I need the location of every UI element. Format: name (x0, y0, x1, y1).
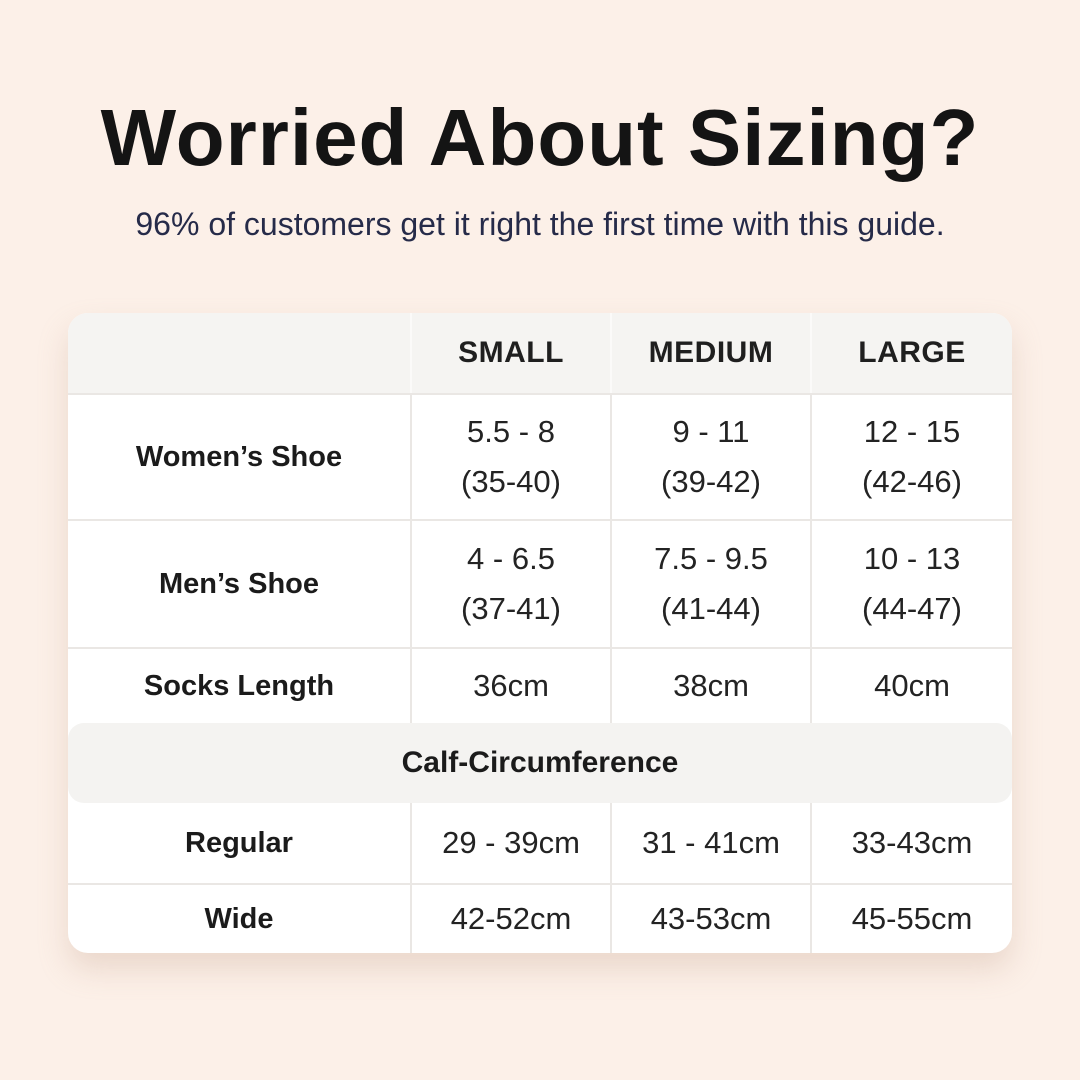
row-label-womens-shoe: Women’s Shoe (135, 440, 343, 473)
page-title: Worried About Sizing? (100, 93, 980, 182)
column-header-medium: MEDIUM (610, 313, 810, 393)
column-header-small: SMALL (410, 313, 610, 393)
table-row-wide: Wide 42-52cm 43-53cm 45-55cm (68, 883, 1012, 953)
cell-value-line: (44-47) (862, 591, 962, 626)
cell-value-line: (35-40) (461, 464, 561, 499)
cell-value-line: 40cm (874, 668, 950, 703)
cell-value-line: (42-46) (862, 464, 962, 499)
cell-mens-small: 4 - 6.5 (37-41) (410, 521, 610, 647)
cell-value-line: 43-53cm (650, 901, 772, 936)
page-subtitle: 96% of customers get it right the first … (135, 206, 945, 242)
cell-value-line: 10 - 13 (863, 541, 961, 576)
cell-value-line: 31 - 41cm (642, 825, 780, 860)
cell-socks-small: 36cm (410, 649, 610, 723)
cell-socks-medium: 38cm (610, 649, 810, 723)
cell-value-line: 29 - 39cm (442, 825, 580, 860)
header-empty-cell (68, 313, 410, 393)
table-row-womens-shoe: Women’s Shoe 5.5 - 8 (35-40) 9 - 11 (39-… (68, 393, 1012, 519)
row-label-regular: Regular (185, 826, 293, 859)
cell-mens-medium: 7.5 - 9.5 (41-44) (610, 521, 810, 647)
table-row-mens-shoe: Men’s Shoe 4 - 6.5 (37-41) 7.5 - 9.5 (41… (68, 519, 1012, 647)
section-header-calf-circumference: Calf-Circumference (68, 723, 1012, 803)
cell-value-line: (41-44) (661, 591, 761, 626)
size-table: SMALL MEDIUM LARGE Women’s Shoe 5.5 - 8 … (68, 313, 1012, 953)
cell-value-line: 4 - 6.5 (467, 541, 555, 576)
cell-value-line: 5.5 - 8 (467, 414, 555, 449)
cell-regular-medium: 31 - 41cm (610, 803, 810, 883)
cell-womens-small: 5.5 - 8 (35-40) (410, 395, 610, 519)
column-header-large: LARGE (810, 313, 1012, 393)
cell-womens-large: 12 - 15 (42-46) (810, 395, 1012, 519)
cell-womens-medium: 9 - 11 (39-42) (610, 395, 810, 519)
row-label-socks-length: Socks Length (143, 669, 335, 702)
cell-regular-small: 29 - 39cm (410, 803, 610, 883)
cell-wide-medium: 43-53cm (610, 885, 810, 953)
table-row-regular: Regular 29 - 39cm 31 - 41cm 33-43cm (68, 803, 1012, 883)
cell-value-line: (39-42) (661, 464, 761, 499)
cell-wide-large: 45-55cm (810, 885, 1012, 953)
cell-value-line: 33-43cm (851, 825, 973, 860)
cell-value-line: 7.5 - 9.5 (654, 541, 768, 576)
cell-regular-large: 33-43cm (810, 803, 1012, 883)
table-header-row: SMALL MEDIUM LARGE (68, 313, 1012, 393)
row-label-wide: Wide (204, 902, 274, 935)
cell-value-line: 38cm (673, 668, 749, 703)
cell-wide-small: 42-52cm (410, 885, 610, 953)
cell-value-line: 42-52cm (450, 901, 572, 936)
cell-value-line: 9 - 11 (672, 414, 750, 449)
row-label-mens-shoe: Men’s Shoe (158, 567, 320, 600)
cell-mens-large: 10 - 13 (44-47) (810, 521, 1012, 647)
cell-socks-large: 40cm (810, 649, 1012, 723)
section-header-row: Calf-Circumference (68, 723, 1012, 803)
cell-value-line: 45-55cm (851, 901, 973, 936)
cell-value-line: 12 - 15 (863, 414, 961, 449)
table-row-socks-length: Socks Length 36cm 38cm 40cm (68, 647, 1012, 723)
cell-value-line: (37-41) (461, 591, 561, 626)
cell-value-line: 36cm (473, 668, 549, 703)
